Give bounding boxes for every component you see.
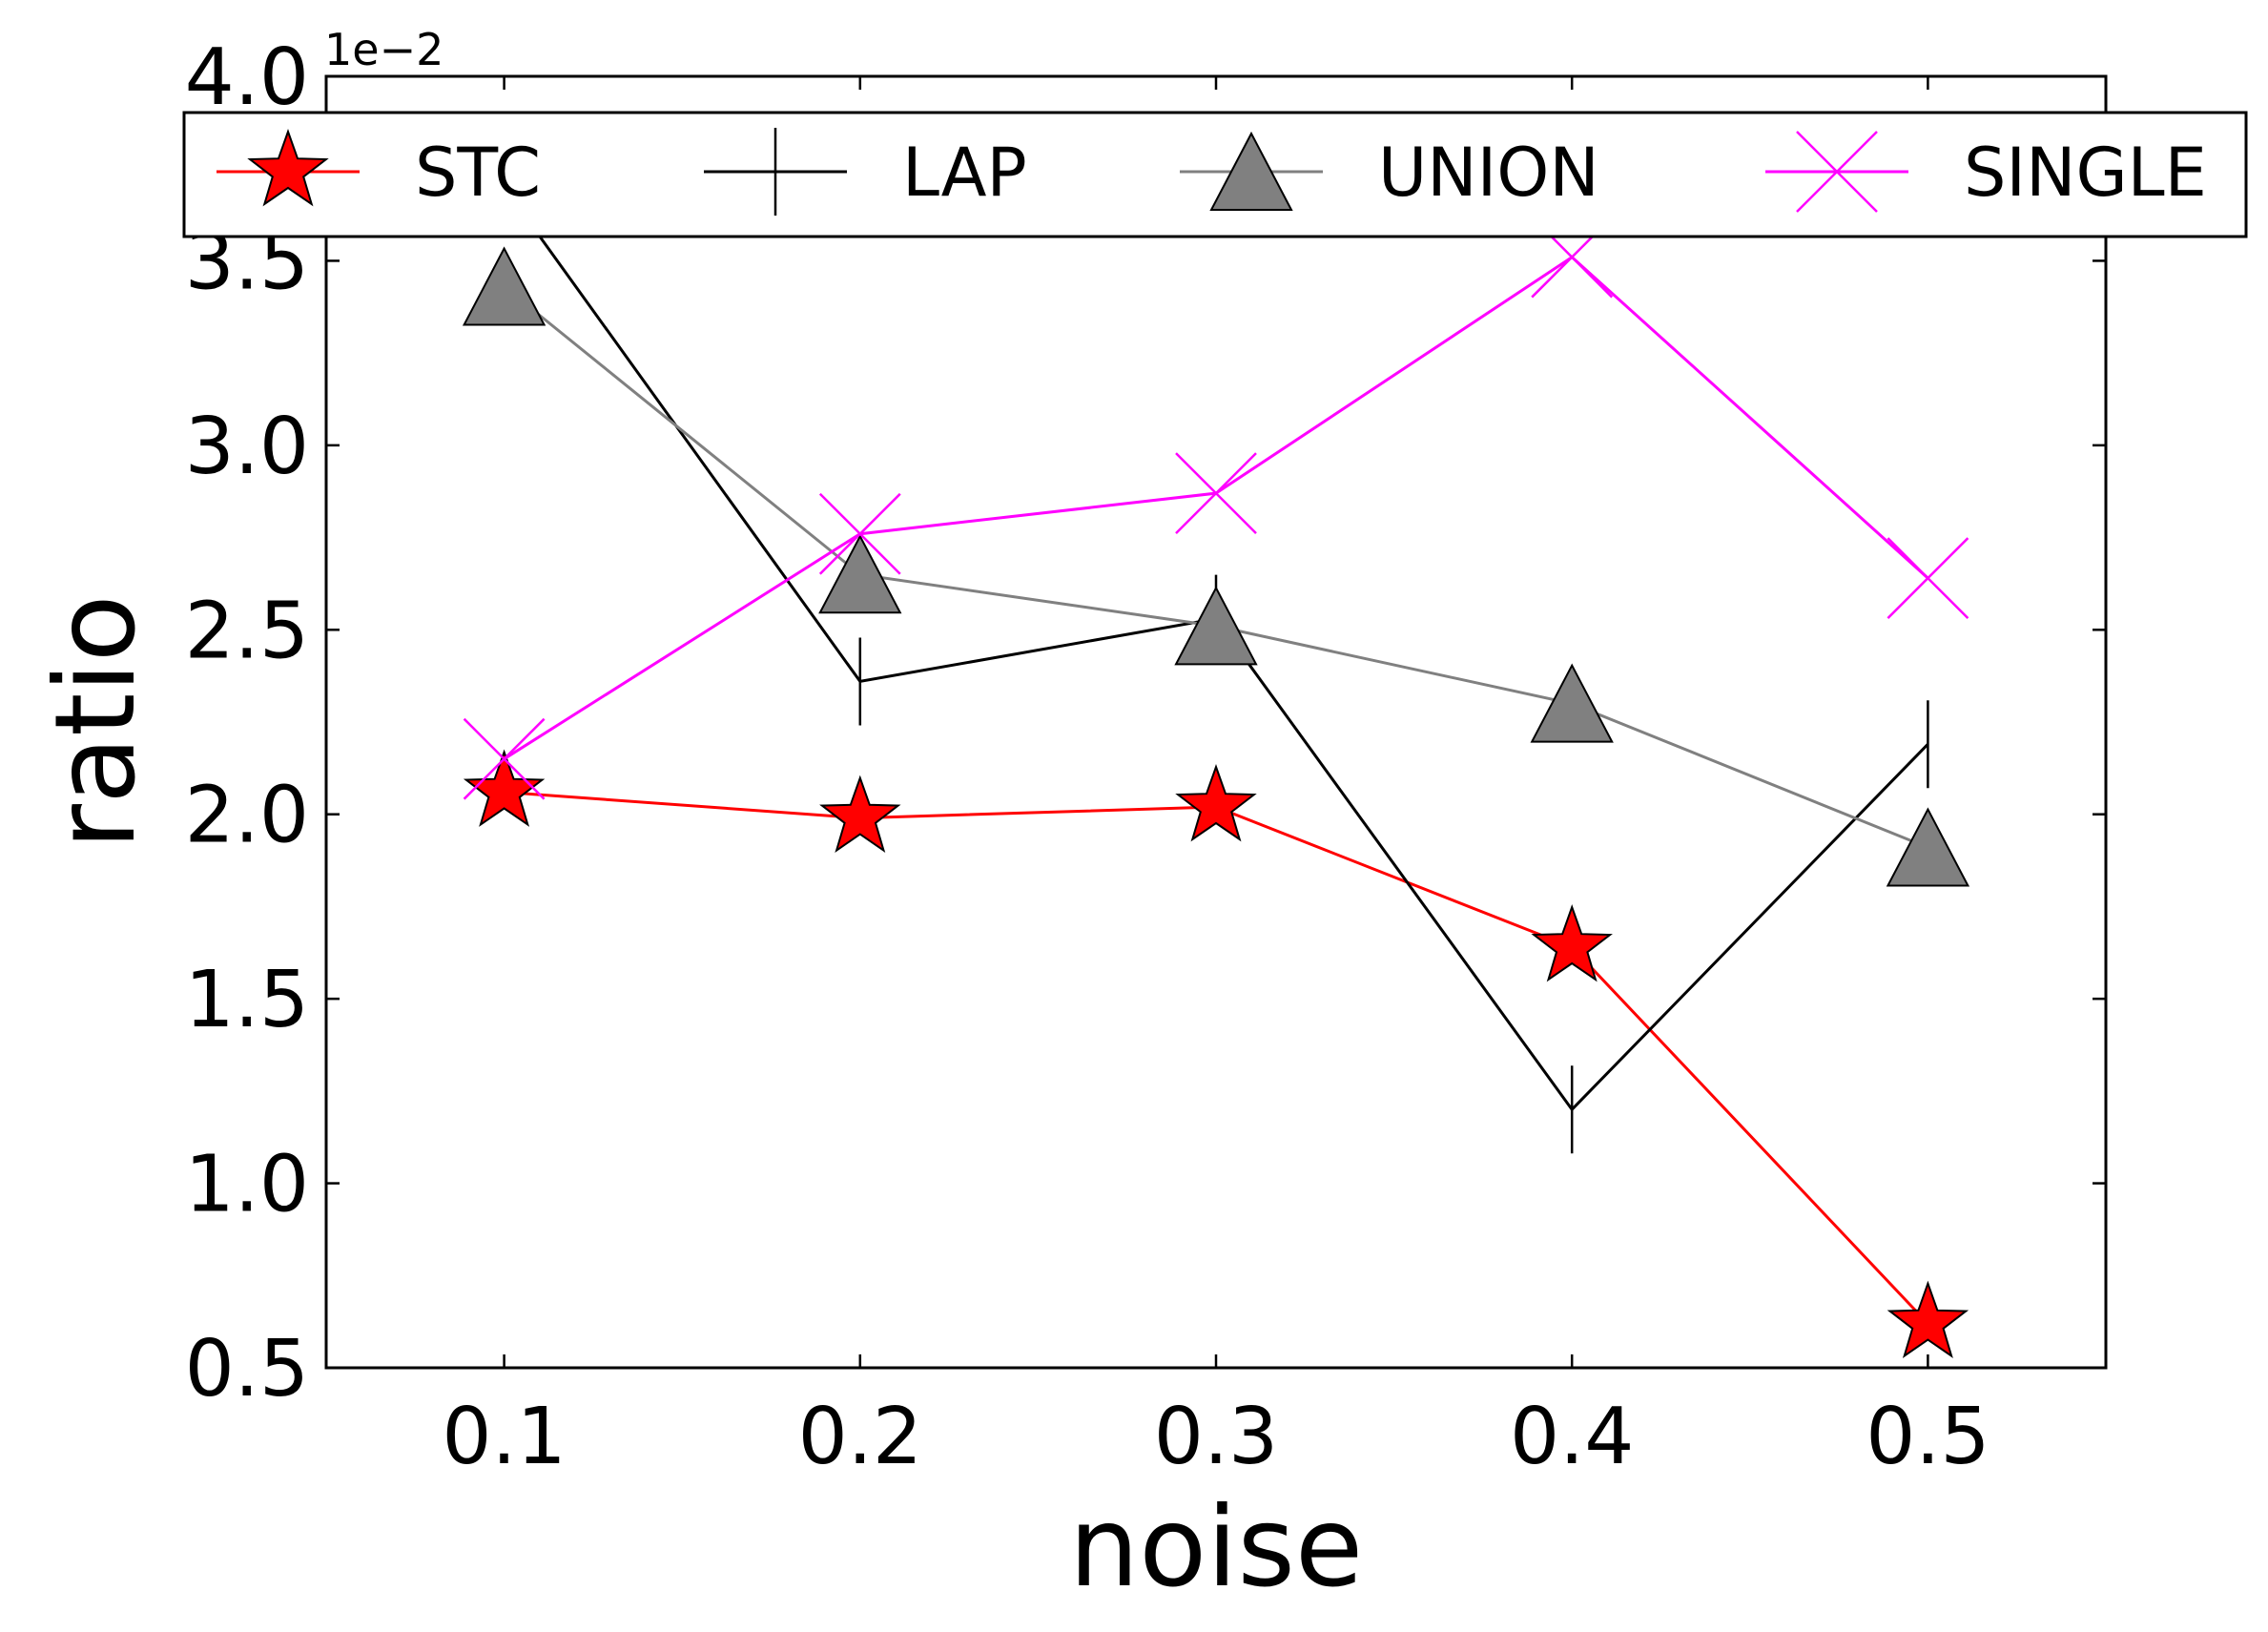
x-tick-label: 0.3 [1154, 1392, 1278, 1482]
y-tick-label: 3.0 [185, 402, 309, 492]
point-union [1174, 586, 1258, 666]
legend-entry-single: SINGLE [1765, 131, 2207, 213]
tick-labels-layer: 0.1 0.2 0.3 0.4 0.50.51.01.52.02.53.03.54.0 [185, 32, 1990, 1482]
legend-label-lap: LAP [902, 134, 1027, 212]
y-tick-label: 4.0 [185, 32, 309, 123]
legend-marker-stc [247, 129, 329, 207]
y-tick-label: 0.5 [185, 1324, 309, 1415]
point-union [1886, 807, 1970, 887]
series-single [463, 216, 1969, 800]
point-stc [1531, 904, 1613, 982]
legend-label-single: SINGLE [1964, 134, 2207, 212]
point-stc [819, 775, 901, 854]
x-tick-label: 0.4 [1510, 1392, 1634, 1482]
legend-marker-union [1209, 131, 1293, 211]
series-stc [463, 749, 1969, 1359]
legend-entry-stc: STC [216, 129, 541, 212]
series-union [462, 246, 1970, 887]
point-union [1530, 663, 1614, 743]
y-offset-label: 1e−2 [324, 24, 443, 75]
y-axis-label: ratio [31, 594, 160, 849]
point-single-stroke-b [818, 492, 901, 575]
legend-box [182, 111, 2248, 238]
point-single-stroke-b [463, 717, 546, 800]
legend-marker-single [1796, 131, 1878, 213]
legend-label-stc: STC [415, 134, 541, 212]
point-stc [463, 749, 546, 827]
point-stc [1887, 1280, 1969, 1359]
point-union [462, 246, 546, 326]
x-tick-label: 0.1 [442, 1392, 566, 1482]
legend-entry-lap: LAP [704, 128, 1027, 216]
series-layer [462, 143, 1970, 1359]
point-single [818, 492, 901, 575]
x-tick-label: 0.2 [798, 1392, 922, 1482]
x-tick-label: 0.5 [1866, 1392, 1990, 1482]
x-axis-label: noise [1069, 1483, 1364, 1612]
y-tick-label: 1.5 [185, 955, 309, 1045]
legend: STC LAP UNION SINGLE [182, 111, 2248, 238]
legend-entry-union: UNION [1180, 131, 1599, 212]
point-single-stroke-b [1887, 537, 1969, 620]
legend-marker-single-stroke-b [1796, 131, 1878, 213]
point-single [1175, 452, 1257, 535]
point-single [1887, 537, 1969, 620]
point-stc [1175, 764, 1257, 842]
point-single [463, 717, 546, 800]
y-tick-label: 1.0 [185, 1140, 309, 1230]
point-single-stroke-b [1175, 452, 1257, 535]
legend-label-union: UNION [1378, 134, 1599, 212]
y-tick-label: 2.5 [185, 586, 309, 676]
plot-frame [324, 74, 2108, 1370]
point-union [818, 534, 902, 614]
y-tick-label: 2.0 [185, 771, 309, 861]
